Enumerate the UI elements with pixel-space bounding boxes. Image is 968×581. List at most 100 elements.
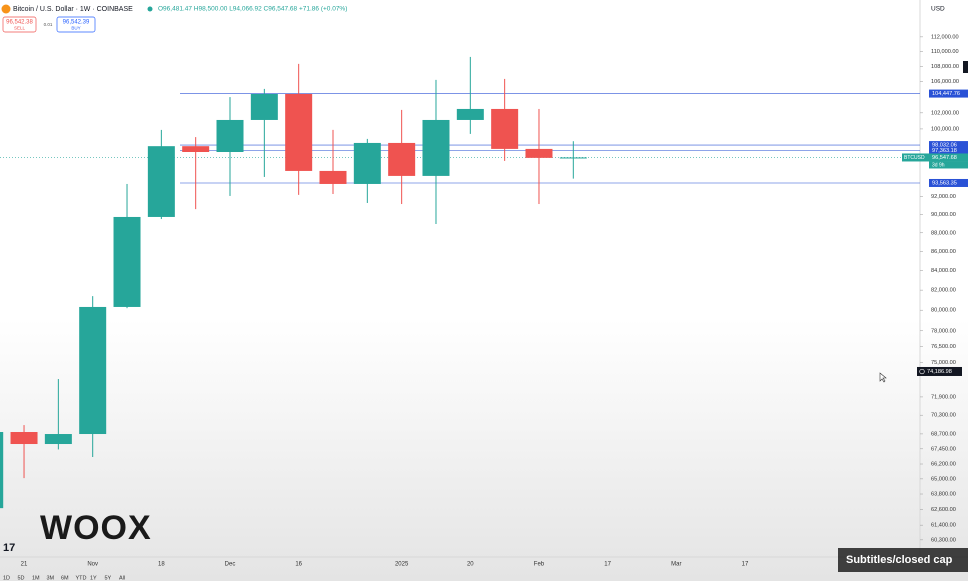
y-tick-label: 62,600.00 bbox=[931, 507, 956, 513]
x-tick-label: Nov bbox=[87, 562, 98, 568]
x-tick-label: 17 bbox=[604, 562, 611, 568]
candle-body bbox=[456, 108, 484, 120]
crosshair-icon bbox=[919, 368, 925, 375]
price-line-label-box bbox=[929, 178, 968, 187]
y-tick-label: 68,700.00 bbox=[931, 431, 956, 437]
price-line-label-box bbox=[929, 141, 968, 150]
crosshair-label-box bbox=[917, 366, 962, 376]
buy-label: BUY bbox=[71, 26, 80, 31]
candle-body bbox=[0, 432, 4, 509]
price-line-label: 93,563.35 bbox=[932, 180, 957, 186]
x-tick-label: 21 bbox=[21, 562, 28, 568]
tv-logo: 17 bbox=[3, 542, 15, 554]
candle-body bbox=[250, 93, 278, 120]
range-button[interactable]: 6M bbox=[61, 575, 69, 581]
y-tick-label: 92,000.00 bbox=[931, 194, 956, 200]
candle-body bbox=[285, 93, 313, 171]
caption-box bbox=[838, 548, 968, 572]
y-tick-label: 71,900.00 bbox=[931, 394, 956, 400]
range-button[interactable]: 1D bbox=[3, 575, 10, 581]
range-button[interactable]: 1M bbox=[32, 575, 40, 581]
price-line-label: 98,032.06 bbox=[932, 143, 957, 149]
buy-price: 96,542.39 bbox=[63, 20, 90, 26]
x-tick-label: 20 bbox=[467, 562, 474, 568]
currency: USD bbox=[931, 6, 945, 13]
plot: 112,000.00 110,000.00 108,000.00 106,000.00… bbox=[0, 34, 959, 568]
y-tick-label: 70,300.00 bbox=[931, 413, 956, 419]
y-tick-label: 88,000.00 bbox=[931, 230, 956, 236]
current-price-label-box bbox=[929, 153, 968, 162]
price-line-label-box bbox=[929, 89, 968, 98]
sell-price: 96,542.38 bbox=[6, 20, 33, 26]
candle-body bbox=[353, 142, 381, 184]
candle-body bbox=[216, 119, 244, 152]
price-line-label: 97,363.18 bbox=[932, 148, 957, 154]
y-tick-label: 61,400.00 bbox=[931, 523, 956, 529]
x-tick-label: 2025 bbox=[395, 562, 409, 568]
range-button[interactable]: 5Y bbox=[105, 575, 112, 581]
y-tick-label: 90,000.00 bbox=[931, 212, 956, 218]
y-tick-label: 112,000.00 bbox=[931, 34, 959, 40]
candle-body bbox=[559, 157, 587, 159]
x-tick-label: 17 bbox=[742, 562, 749, 568]
price-line-label: 104,447.76 bbox=[932, 91, 960, 97]
status-dot bbox=[147, 6, 153, 12]
y-tick-label: 106,000.00 bbox=[931, 79, 959, 85]
price-line-label-box bbox=[929, 146, 968, 155]
ohlc: O96,481.47 H98,500.00 L94,066.92 C96,547… bbox=[158, 6, 347, 13]
spread: 0.01 bbox=[44, 22, 53, 27]
candle-body bbox=[44, 434, 72, 445]
y-tick-label: 60,300.00 bbox=[931, 537, 956, 543]
x-tick-label: Feb bbox=[534, 562, 545, 568]
buy-button[interactable] bbox=[56, 16, 96, 33]
x-tick-label: 18 bbox=[158, 562, 165, 568]
candle-body bbox=[525, 148, 553, 158]
y-tick-label: 78,000.00 bbox=[931, 328, 956, 334]
current-price-label: 96,547.68 bbox=[932, 155, 957, 161]
y-tick-label: 75,000.00 bbox=[931, 360, 956, 366]
scroll-button[interactable] bbox=[963, 61, 968, 73]
y-tick-label: 82,000.00 bbox=[931, 288, 956, 294]
countdown: 3d 9h bbox=[932, 162, 945, 168]
range-button[interactable]: 1Y bbox=[90, 575, 97, 581]
y-tick-label: 108,000.00 bbox=[931, 64, 959, 70]
range-button[interactable]: 5D bbox=[18, 575, 25, 581]
candle-body bbox=[147, 146, 175, 217]
y-tick-label: 102,000.00 bbox=[931, 110, 959, 116]
countdown-box bbox=[929, 161, 968, 169]
candle-body bbox=[182, 146, 210, 152]
cursor bbox=[879, 372, 887, 383]
overlay: Bitcoin / U.S. Dollar · 1W · COINBASE O9… bbox=[1, 4, 968, 581]
candle-body bbox=[319, 170, 347, 184]
woox-logo: WOOX bbox=[40, 509, 152, 547]
y-tick-label: 80,000.00 bbox=[931, 308, 956, 314]
y-tick-label: 67,450.00 bbox=[931, 446, 956, 452]
candle-body bbox=[491, 108, 519, 149]
symbol: Bitcoin / U.S. Dollar · 1W · COINBASE bbox=[13, 6, 133, 13]
range-button[interactable]: YTD bbox=[76, 575, 87, 581]
sell-button[interactable] bbox=[2, 16, 37, 33]
sell-label: SELL bbox=[14, 26, 26, 31]
range-button[interactable]: 3M bbox=[47, 575, 55, 581]
x-tick-label: Dec bbox=[225, 562, 236, 568]
range-button[interactable]: All bbox=[119, 575, 125, 581]
candle-body bbox=[113, 216, 141, 307]
y-tick-label: 86,000.00 bbox=[931, 249, 956, 255]
x-tick-label: Mar bbox=[671, 562, 681, 568]
candle-body bbox=[422, 119, 450, 176]
y-tick-label: 110,000.00 bbox=[931, 49, 959, 55]
btc-icon bbox=[1, 4, 11, 14]
y-tick-label: 63,800.00 bbox=[931, 491, 956, 497]
symbol-tag: BTCUSD bbox=[904, 155, 925, 161]
crosshair-label: 74,186.98 bbox=[927, 369, 952, 375]
y-tick-label: 84,000.00 bbox=[931, 268, 956, 274]
candle-body bbox=[10, 432, 38, 445]
symbol-tag-box bbox=[902, 153, 929, 162]
candle-body bbox=[388, 142, 416, 176]
y-tick-label: 76,500.00 bbox=[931, 344, 956, 350]
x-tick-label: 16 bbox=[295, 562, 302, 568]
y-tick-label: 100,000.00 bbox=[931, 126, 959, 132]
y-tick-label: 66,200.00 bbox=[931, 461, 956, 467]
